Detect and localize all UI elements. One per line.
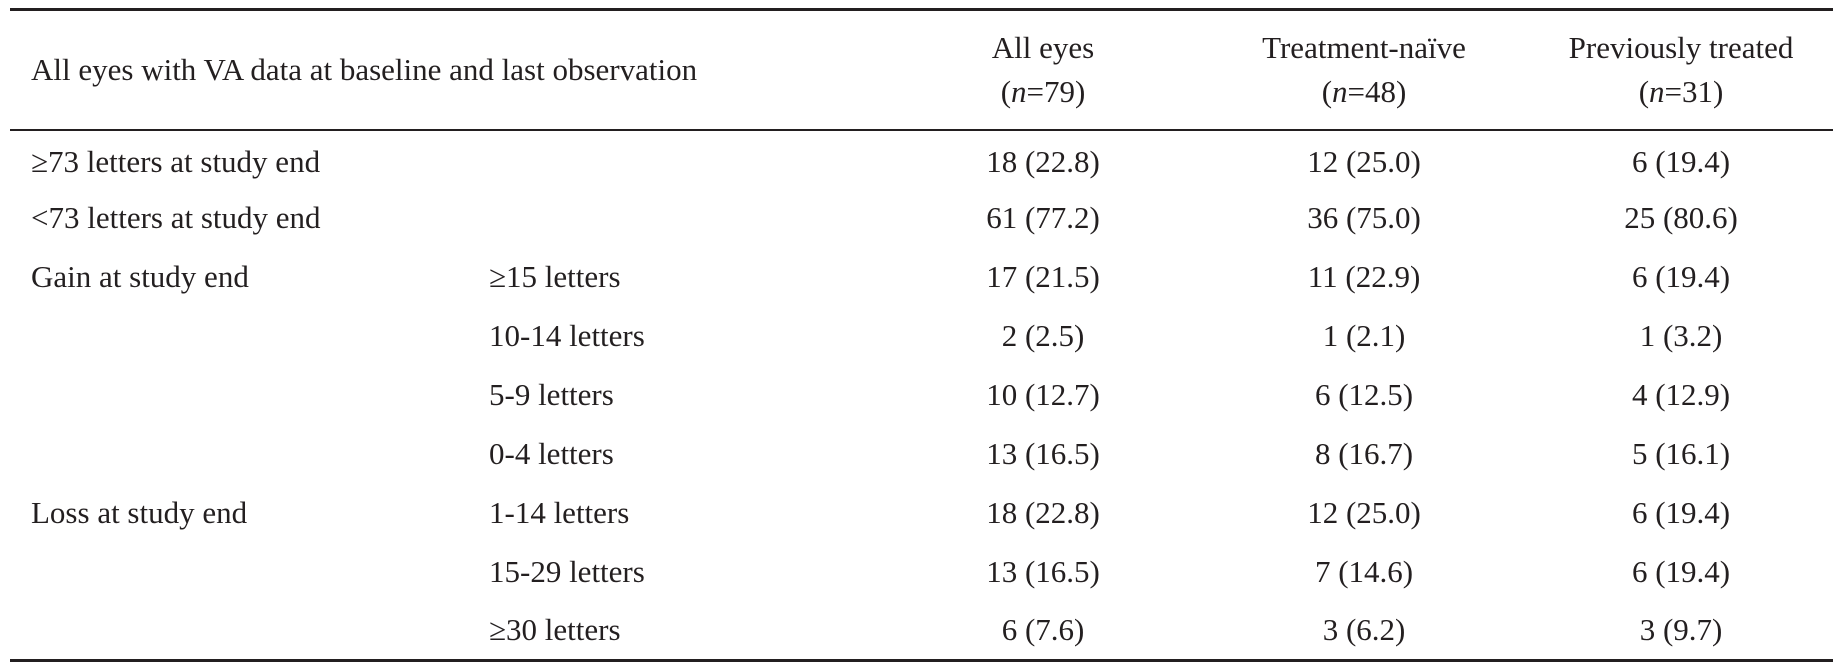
n-value: =31) <box>1664 73 1724 109</box>
table-row: Loss at study end 1-14 letters 18 (22.8)… <box>10 484 1833 543</box>
n-prefix: ( <box>1000 73 1012 109</box>
cell-all-eyes: 61 (77.2) <box>986 200 1100 235</box>
column-title: All eyes <box>991 29 1095 65</box>
cell-treatment-naive: 12 (25.0) <box>1307 144 1421 179</box>
cell-previously-treated: 6 (19.4) <box>1631 144 1731 179</box>
row-sublabel <box>489 130 887 189</box>
cell-treatment-naive: 36 (75.0) <box>1307 200 1421 235</box>
column-header-all-eyes: All eyes (n=79) <box>887 10 1199 130</box>
row-sublabel: ≥30 letters <box>489 612 621 648</box>
cell-all-eyes: 13 (16.5) <box>986 436 1100 471</box>
cell-treatment-naive: 7 (14.6) <box>1314 554 1414 589</box>
data-table-container: All eyes with VA data at baseline and la… <box>10 8 1834 662</box>
row-sublabel: 1-14 letters <box>489 495 630 530</box>
cell-all-eyes: 10 (12.7) <box>986 377 1100 412</box>
table-row: 0-4 letters 13 (16.5) 8 (16.7) 5 (16.1) <box>10 425 1833 484</box>
cell-previously-treated: 3 (9.7) <box>1639 612 1723 648</box>
cell-treatment-naive: 11 (22.9) <box>1307 259 1421 294</box>
cell-treatment-naive: 1 (2.1) <box>1322 318 1406 353</box>
row-label: Loss at study end <box>31 495 248 530</box>
cell-treatment-naive: 6 (12.5) <box>1314 377 1414 412</box>
n-value: =79) <box>1026 73 1086 109</box>
row-label <box>10 543 489 602</box>
header-row: All eyes with VA data at baseline and la… <box>10 10 1833 130</box>
column-title: Treatment-naïve <box>1262 29 1466 65</box>
table-row: ≥73 letters at study end 18 (22.8) 12 (2… <box>10 130 1833 189</box>
row-label: <73 letters at study end <box>31 200 321 235</box>
row-label <box>10 602 489 661</box>
row-sublabel: ≥15 letters <box>489 259 621 294</box>
n-variable: n <box>1011 73 1027 109</box>
cell-previously-treated: 6 (19.4) <box>1631 554 1731 589</box>
table-body: ≥73 letters at study end 18 (22.8) 12 (2… <box>10 130 1834 661</box>
row-label <box>10 307 489 366</box>
n-value: =48) <box>1347 73 1407 109</box>
row-sublabel: 5-9 letters <box>489 377 614 412</box>
cell-previously-treated: 4 (12.9) <box>1631 377 1731 412</box>
n-variable: n <box>1649 73 1665 109</box>
table-header: All eyes with VA data at baseline and la… <box>10 9 1834 130</box>
cell-all-eyes: 18 (22.8) <box>986 495 1100 530</box>
n-prefix: ( <box>1638 73 1650 109</box>
cell-previously-treated: 6 (19.4) <box>1631 259 1731 294</box>
row-sublabel <box>489 189 887 248</box>
cell-all-eyes: 18 (22.8) <box>986 144 1100 179</box>
row-label: ≥73 letters at study end <box>31 144 321 179</box>
cell-previously-treated: 5 (16.1) <box>1631 436 1731 471</box>
cell-all-eyes: 17 (21.5) <box>986 259 1100 294</box>
column-title: Previously treated <box>1568 29 1794 65</box>
table-row: <73 letters at study end 61 (77.2) 36 (7… <box>10 189 1833 248</box>
table-row: Gain at study end ≥15 letters 17 (21.5) … <box>10 248 1833 307</box>
column-header-treatment-naive: Treatment-naïve (n=48) <box>1199 10 1529 130</box>
row-label <box>10 366 489 425</box>
cell-treatment-naive: 12 (25.0) <box>1307 495 1421 530</box>
n-prefix: ( <box>1321 73 1333 109</box>
table-row: 15-29 letters 13 (16.5) 7 (14.6) 6 (19.4… <box>10 543 1833 602</box>
row-label <box>10 425 489 484</box>
cell-treatment-naive: 3 (6.2) <box>1322 612 1406 648</box>
row-sublabel: 10-14 letters <box>489 318 645 353</box>
cell-previously-treated: 6 (19.4) <box>1631 495 1731 530</box>
row-label: Gain at study end <box>31 259 249 294</box>
column-header-previously-treated: Previously treated (n=31) <box>1529 10 1833 130</box>
row-sublabel: 0-4 letters <box>489 436 614 471</box>
table-row: 5-9 letters 10 (12.7) 6 (12.5) 4 (12.9) <box>10 366 1833 425</box>
cell-all-eyes: 13 (16.5) <box>986 554 1100 589</box>
cell-previously-treated: 25 (80.6) <box>1624 200 1738 235</box>
row-sublabel: 15-29 letters <box>489 554 645 589</box>
row-label-header: All eyes with VA data at baseline and la… <box>31 51 698 87</box>
table-row: 10-14 letters 2 (2.5) 1 (2.1) 1 (3.2) <box>10 307 1833 366</box>
va-outcomes-table: All eyes with VA data at baseline and la… <box>10 8 1834 662</box>
cell-previously-treated: 1 (3.2) <box>1639 318 1723 353</box>
cell-treatment-naive: 8 (16.7) <box>1314 436 1414 471</box>
cell-all-eyes: 2 (2.5) <box>1001 318 1085 353</box>
cell-all-eyes: 6 (7.6) <box>1001 612 1085 648</box>
table-row: ≥30 letters 6 (7.6) 3 (6.2) 3 (9.7) <box>10 602 1834 661</box>
n-variable: n <box>1332 73 1348 109</box>
